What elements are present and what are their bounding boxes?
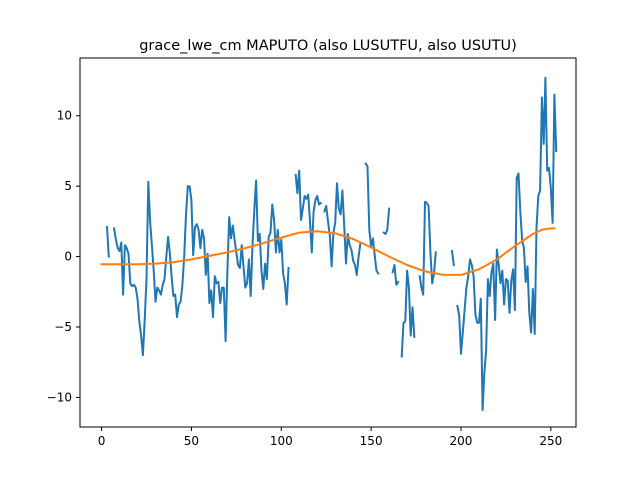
axes-layer: 0 50 100 150 200 250 −10 −5 0 5 10 <box>47 57 577 448</box>
x-tick-label: 100 <box>270 434 293 448</box>
y-tick-label: −5 <box>54 320 72 334</box>
series-2-line <box>100 227 556 276</box>
y-tick-label: 5 <box>64 179 72 193</box>
x-tick-label: 250 <box>539 434 562 448</box>
series-layer <box>100 76 558 412</box>
y-tick-label: 10 <box>57 109 72 123</box>
plot-frame <box>79 57 577 428</box>
x-tick-label: 50 <box>184 434 199 448</box>
series-1-line <box>105 76 558 412</box>
x-tick-label: 200 <box>450 434 473 448</box>
y-tick-label: −10 <box>47 390 72 404</box>
chart-title: grace_lwe_cm MAPUTO (also LUSUTFU, also … <box>139 38 517 54</box>
x-tick-label: 150 <box>360 434 383 448</box>
x-tick-label: 0 <box>98 434 106 448</box>
y-tick-label: 0 <box>64 250 72 264</box>
